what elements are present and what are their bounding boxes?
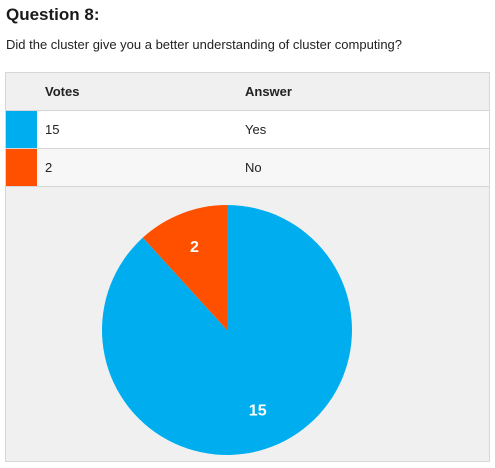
- results-panel: Votes Answer 15 Yes 2 No 15 2: [5, 72, 490, 462]
- pie-chart: 15 2: [101, 205, 352, 456]
- table-header-row: Votes Answer: [6, 73, 489, 111]
- color-swatch-yes: [6, 111, 37, 148]
- results-table: Votes Answer 15 Yes 2 No: [6, 73, 489, 187]
- swatch-header: [6, 73, 37, 111]
- votes-value: 2: [37, 148, 237, 187]
- table-row: 15 Yes: [6, 110, 489, 149]
- swatch-cell: [6, 148, 37, 187]
- table-row: 2 No: [6, 148, 489, 187]
- pie-slice-yes: [101, 205, 352, 456]
- pie-chart-area: 15 2: [6, 187, 489, 461]
- pie-label-no: 2: [190, 239, 199, 256]
- question-text: Did the cluster give you a better unders…: [6, 37, 403, 52]
- votes-header: Votes: [37, 73, 237, 111]
- question-title: Question 8:: [6, 5, 100, 24]
- answer-header: Answer: [237, 73, 489, 111]
- color-swatch-no: [6, 149, 37, 186]
- pie-slice-no: [142, 205, 227, 330]
- votes-value: 15: [37, 110, 237, 149]
- answer-value: Yes: [237, 110, 489, 149]
- pie-label-yes: 15: [249, 402, 267, 419]
- swatch-cell: [6, 110, 37, 149]
- answer-value: No: [237, 148, 489, 187]
